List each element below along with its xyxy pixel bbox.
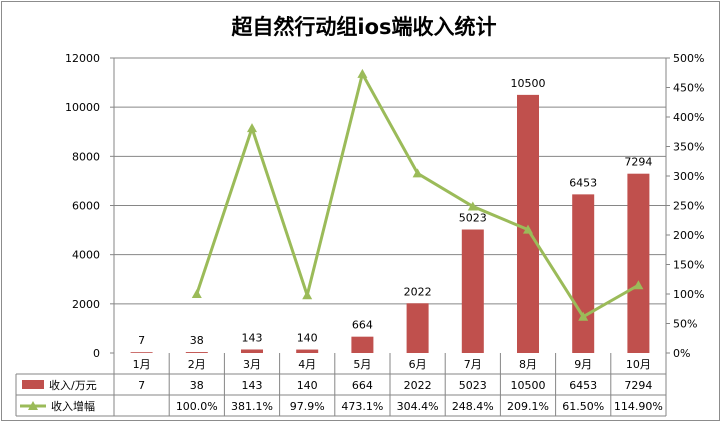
bar — [461, 229, 484, 353]
category-label: 7月 — [464, 358, 482, 371]
bar-series: 7 38 143 140 664 2022 5023 10500 6453 7294 — [130, 77, 652, 353]
bar — [296, 349, 319, 353]
left-axis-tick-label: 12000 — [65, 52, 100, 65]
table-cell-revenue: 664 — [352, 379, 373, 392]
category-label: 6月 — [409, 358, 427, 371]
right-axis-tick-label: 450% — [673, 82, 704, 95]
bar-data-label: 6453 — [569, 176, 597, 189]
table-cell-growth: 209.1% — [507, 400, 549, 413]
category-label: 5月 — [353, 358, 371, 371]
bar-data-label: 140 — [297, 332, 318, 345]
bar — [517, 94, 539, 353]
bar — [130, 352, 153, 353]
bar — [241, 349, 263, 353]
left-axis-tick-label: 10000 — [65, 101, 100, 114]
table-cell-growth: 248.4% — [452, 400, 494, 413]
table-cell-growth: 100.0% — [176, 400, 218, 413]
chart-title: 超自然行动组ios端收入统计 — [231, 15, 496, 39]
bar-data-label: 143 — [242, 331, 263, 344]
table-cell-revenue: 2022 — [404, 379, 432, 392]
bar-data-label: 5023 — [459, 212, 487, 225]
right-axis-tick-label: 150% — [673, 259, 704, 272]
table-cell-revenue: 143 — [242, 379, 263, 392]
data-table: 1月 7 2月 38 100.0% 3月 143 381.1% 4月 140 97.9% 5月 664 4… — [15, 353, 667, 417]
category-label: 4月 — [298, 358, 316, 371]
table-cell-revenue: 5023 — [459, 379, 487, 392]
legend-label-revenue: 收入/万元 — [49, 378, 97, 392]
right-axis-tick-label: 400% — [673, 111, 704, 124]
line-series — [191, 68, 644, 321]
category-label: 10月 — [626, 358, 651, 371]
bar — [351, 336, 374, 353]
bar-data-label: 2022 — [404, 285, 432, 298]
bar — [185, 352, 208, 353]
growth-line — [195, 72, 640, 319]
category-label: 9月 — [574, 358, 592, 371]
table-cell-revenue: 6453 — [569, 379, 597, 392]
right-axis-tick-label: 100% — [673, 288, 704, 301]
bar-data-label: 7294 — [624, 156, 652, 169]
category-label: 3月 — [243, 358, 261, 371]
bar-data-label: 7 — [138, 334, 145, 347]
table-cell-growth: 381.1% — [231, 400, 273, 413]
right-axis-tick-label: 500% — [673, 52, 704, 65]
left-axis-tick-label: 4000 — [72, 249, 100, 262]
right-axis-tick-label: 200% — [673, 229, 704, 242]
left-axis-tick-label: 8000 — [72, 150, 100, 163]
category-label: 8月 — [519, 358, 537, 371]
bar-data-label: 38 — [190, 334, 204, 347]
table-cell-revenue: 140 — [297, 379, 318, 392]
bar-data-label: 664 — [352, 319, 373, 332]
table-cell-growth: 97.9% — [290, 400, 325, 413]
growth-point-marker — [357, 68, 368, 78]
left-axis-tick-label: 0 — [93, 347, 100, 360]
growth-point-marker — [302, 290, 313, 300]
right-axis-tick-label: 50% — [673, 318, 697, 331]
growth-point-marker — [412, 168, 423, 178]
bar-data-label: 10500 — [511, 77, 546, 90]
right-axis-tick-label: 350% — [673, 141, 704, 154]
right-axis-tick-label: 250% — [673, 200, 704, 213]
table-cell-revenue: 38 — [190, 379, 204, 392]
left-axis-tick-label: 2000 — [72, 298, 100, 311]
table-cell-growth: 304.4% — [397, 400, 439, 413]
bar — [627, 173, 650, 353]
axes: 0 2000 4000 6000 8000 10000 12000 0% 50% 100% 150%… — [65, 52, 704, 360]
right-axis-tick-label: 300% — [673, 170, 704, 183]
table-cell-growth: 473.1% — [341, 400, 383, 413]
growth-point-marker — [523, 224, 533, 234]
table-cell-revenue: 7 — [138, 379, 145, 392]
table-cell-growth: 114.90% — [614, 400, 663, 413]
growth-point-marker — [247, 123, 257, 133]
category-label: 2月 — [188, 358, 206, 371]
bar — [406, 303, 429, 353]
right-axis-tick-label: 0% — [673, 347, 690, 360]
legend-key-growth-marker — [28, 401, 38, 410]
growth-point-marker — [578, 311, 589, 321]
legend-key-revenue — [22, 380, 44, 389]
table-cell-revenue: 7294 — [624, 379, 652, 392]
growth-point-marker — [633, 280, 644, 290]
legend-label-growth: 收入增幅 — [51, 399, 95, 413]
growth-point-marker — [467, 201, 478, 211]
bar — [572, 194, 595, 353]
table-cell-growth: 61.50% — [562, 400, 604, 413]
left-axis-tick-label: 6000 — [72, 200, 100, 213]
growth-point-marker — [191, 289, 202, 298]
category-label: 1月 — [133, 358, 151, 371]
table-cell-revenue: 10500 — [511, 379, 546, 392]
